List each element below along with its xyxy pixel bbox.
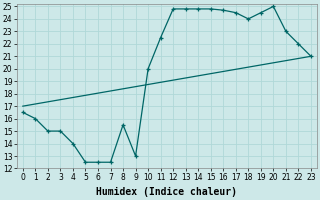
X-axis label: Humidex (Indice chaleur): Humidex (Indice chaleur) xyxy=(96,187,237,197)
